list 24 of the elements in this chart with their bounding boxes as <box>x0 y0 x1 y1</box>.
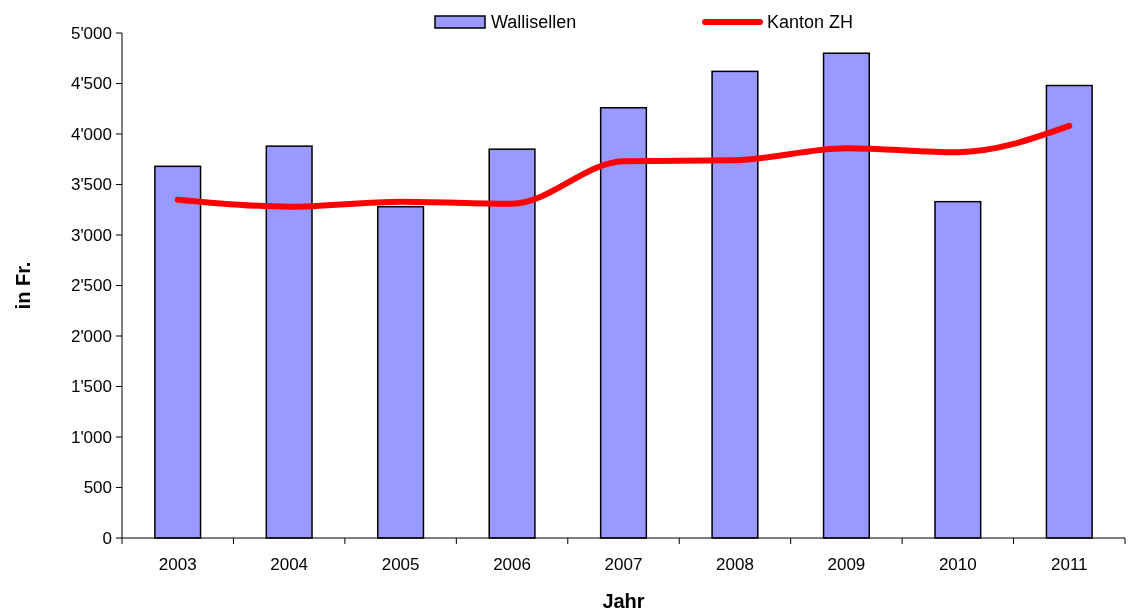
y-tick-label: 500 <box>83 478 112 498</box>
x-axis-title: Jahr <box>602 590 645 611</box>
x-tick-label: 2005 <box>381 555 420 574</box>
x-tick-label: 2007 <box>604 555 643 574</box>
y-tick-label: 3'500 <box>70 175 112 195</box>
y-tick-label: 1'500 <box>70 377 112 397</box>
x-tick-label: 2004 <box>270 555 309 574</box>
y-axis-title: in Fr. <box>12 261 34 310</box>
legend-label: Kanton ZH <box>767 12 854 33</box>
x-tick-label: 2009 <box>827 555 866 574</box>
y-tick-label: 1'000 <box>70 427 112 447</box>
x-tick-label: 2010 <box>938 555 977 574</box>
x-tick-label: 2011 <box>1051 555 1088 574</box>
y-tick-label: 4'000 <box>70 124 112 144</box>
x-tick-label: 2003 <box>158 555 197 574</box>
y-tick-label: 4'500 <box>70 74 112 94</box>
x-tick-label: 2008 <box>716 555 754 574</box>
y-tick-label: 3'000 <box>70 225 112 245</box>
y-tick-label: 2'000 <box>70 326 112 346</box>
y-tick-label: 5'000 <box>70 23 112 43</box>
x-tick-label: 2006 <box>493 555 531 574</box>
legend-label: Wallisellen <box>491 12 577 33</box>
y-tick-label: 2'500 <box>70 276 112 296</box>
y-tick-label: 0 <box>102 528 112 548</box>
